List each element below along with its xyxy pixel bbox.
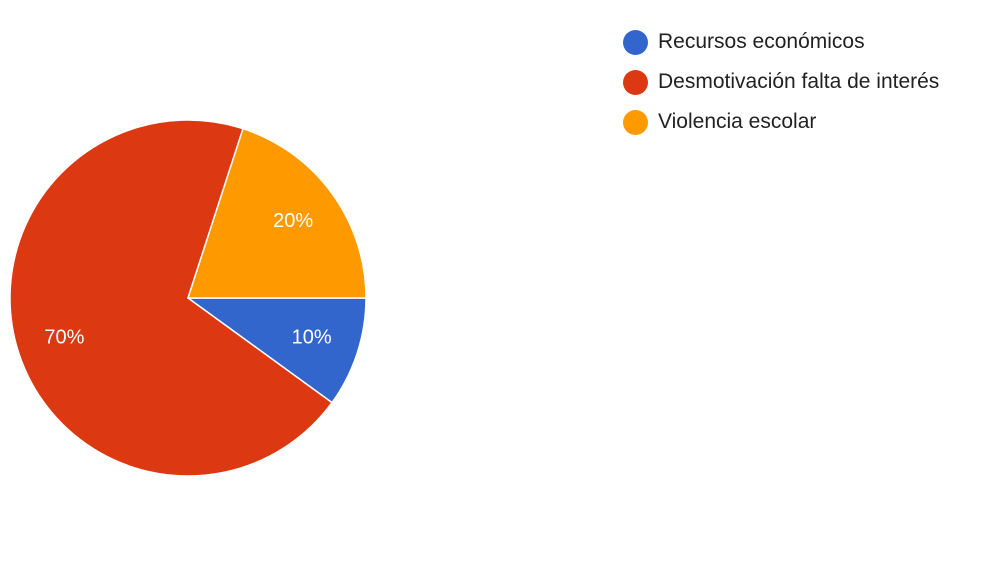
pie-slices	[9, 119, 367, 477]
pie-slice-label-desmotivacion: 70%	[44, 326, 84, 348]
legend-label-recursos-economicos: Recursos económicos	[658, 30, 865, 53]
legend-label-violencia-escolar: Violencia escolar	[658, 110, 817, 133]
legend-item-desmotivacion[interactable]: Desmotivación falta de interés	[623, 62, 939, 102]
legend-swatch-violencia-escolar	[623, 109, 648, 135]
pie-slice-violencia-escolar[interactable]	[186, 127, 367, 299]
legend-swatch-desmotivacion	[623, 69, 648, 95]
legend-label-desmotivacion: Desmotivación falta de interés	[658, 70, 940, 93]
legend: Recursos económicos Desmotivación falta …	[623, 22, 939, 142]
pie-slice-label-violencia-escolar: 20%	[273, 210, 313, 232]
legend-item-recursos-economicos[interactable]: Recursos económicos	[623, 22, 939, 62]
pie-slice-desmotivacion[interactable]	[9, 119, 334, 477]
legend-item-violencia-escolar[interactable]: Violencia escolar	[623, 102, 939, 142]
pie-slice-label-recursos-economicos: 10%	[292, 326, 332, 348]
pie-slice-recursos-economicos[interactable]	[185, 297, 367, 404]
pie-slice-labels: 10% 70% 20%	[44, 210, 332, 349]
legend-swatch-recursos-economicos	[623, 29, 648, 55]
